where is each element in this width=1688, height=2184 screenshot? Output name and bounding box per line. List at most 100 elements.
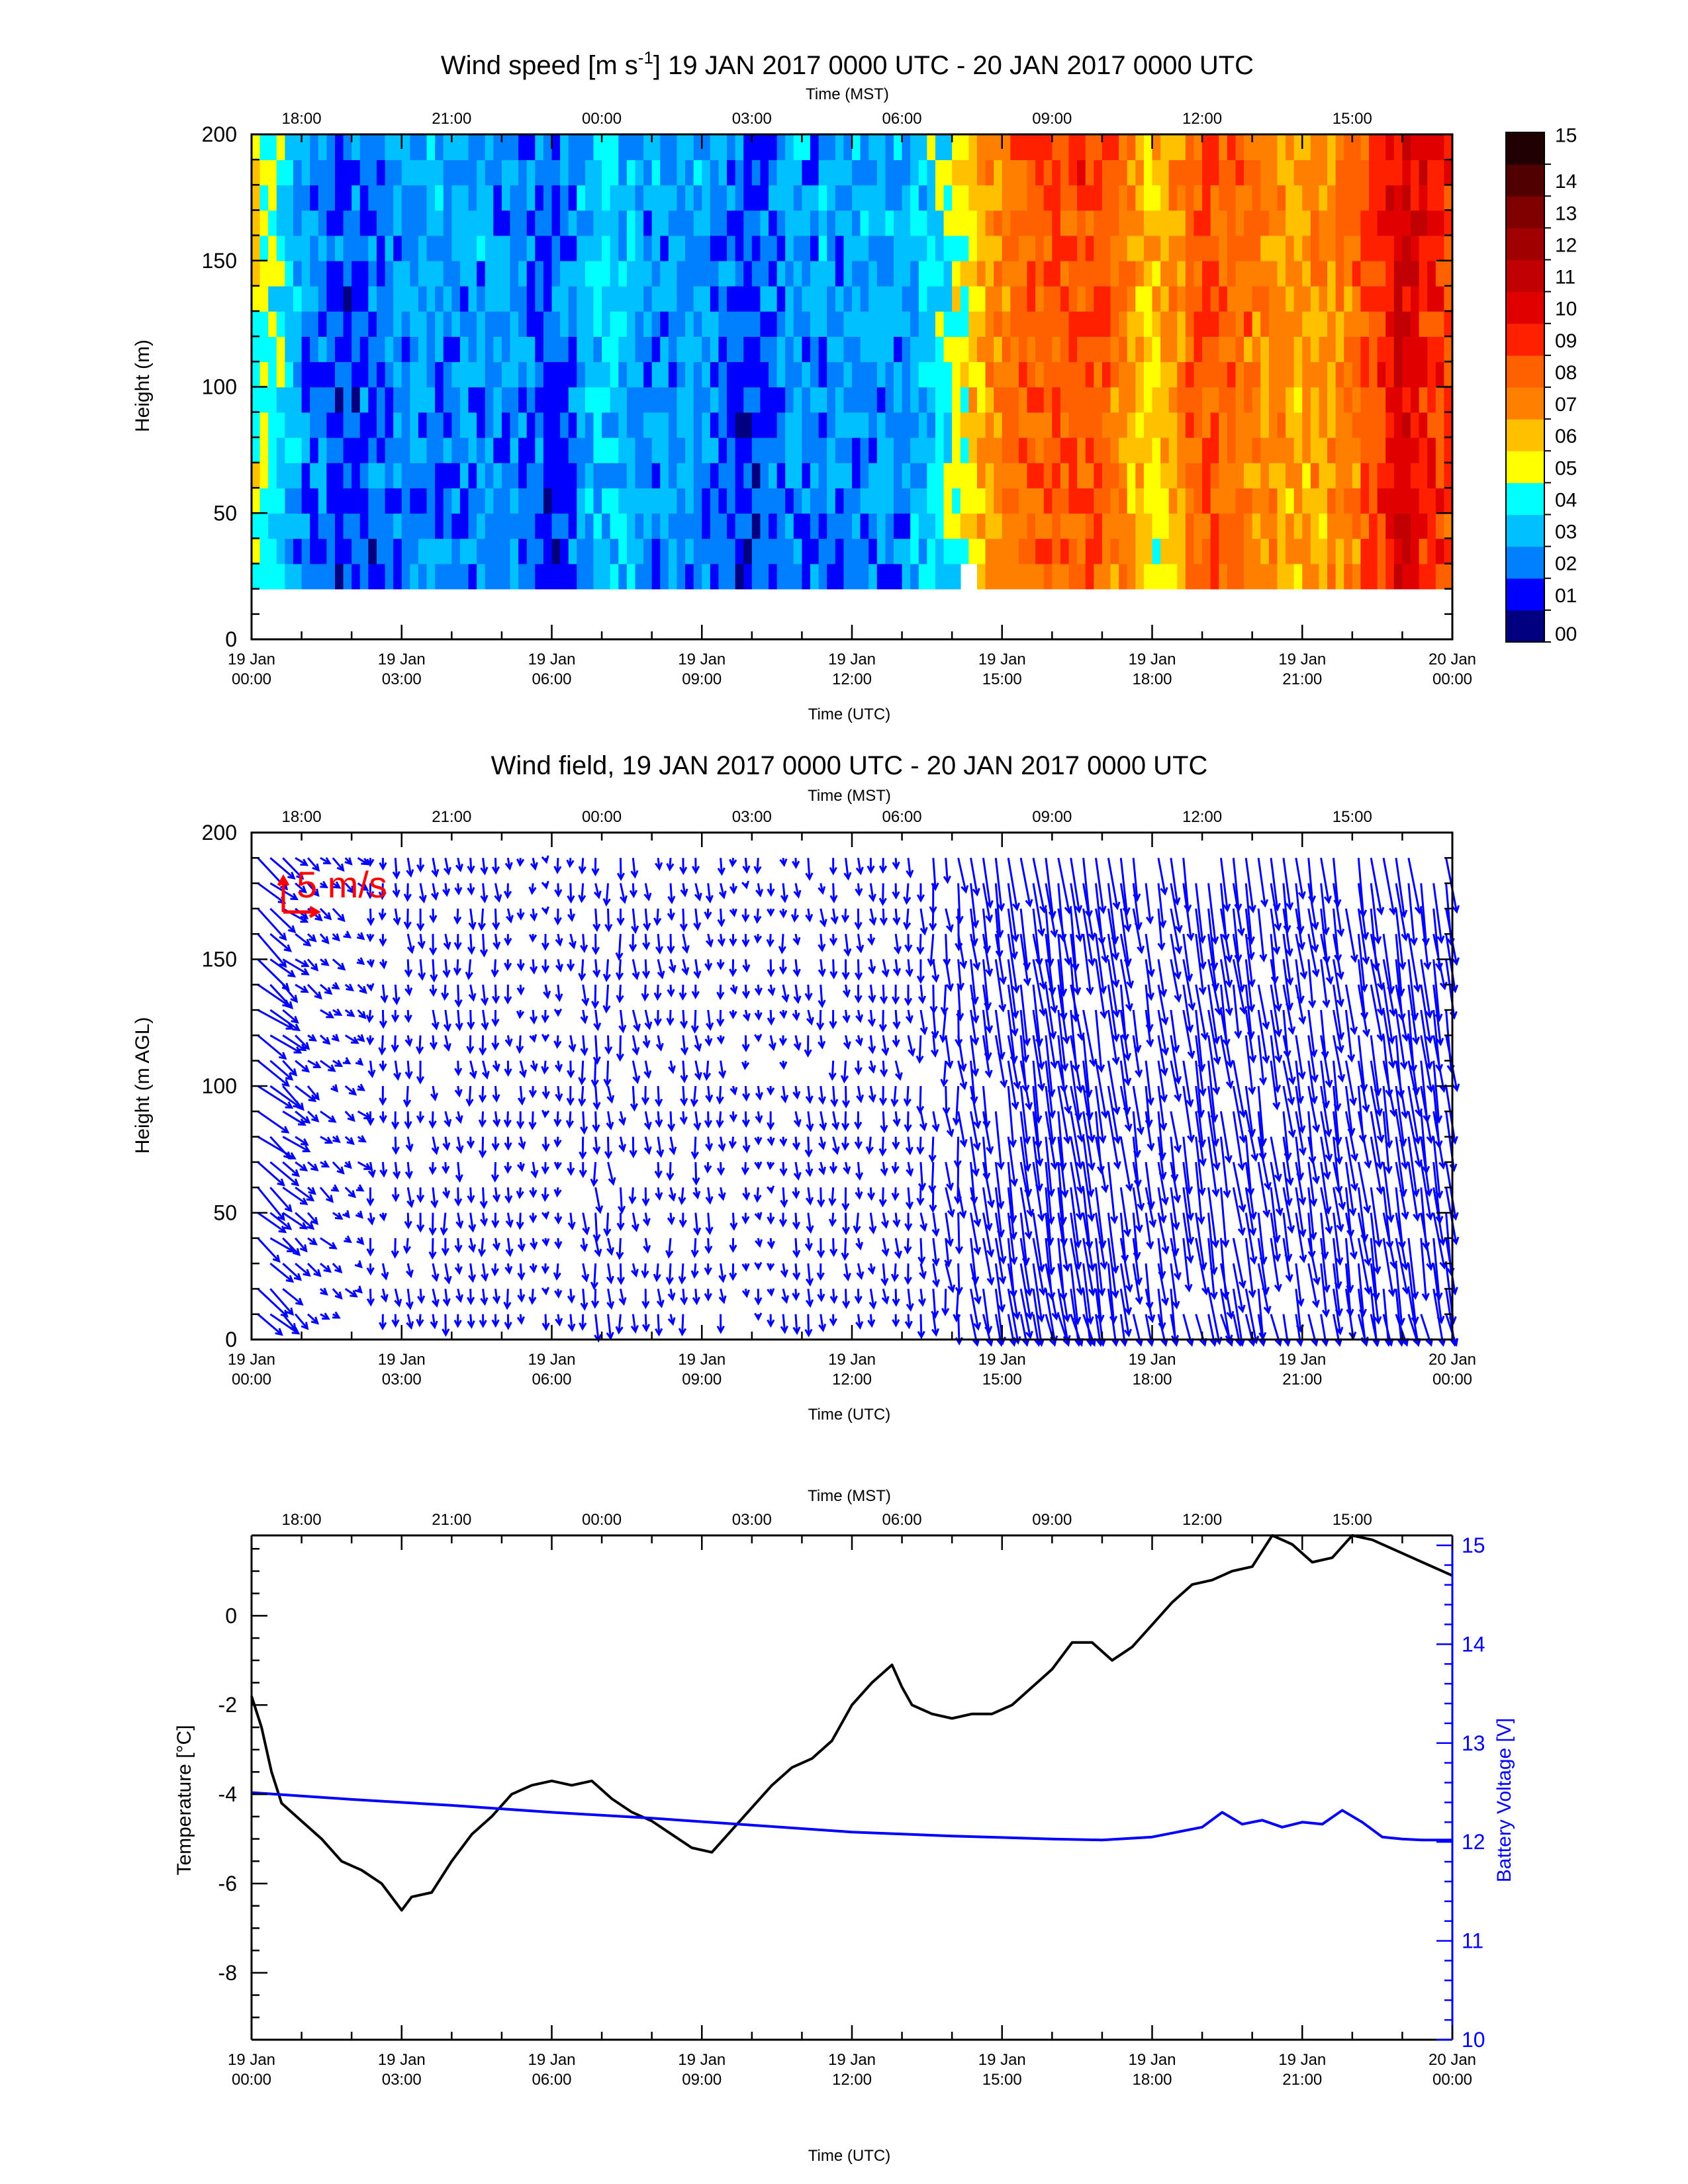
wind-arrow-shaft <box>482 1009 487 1029</box>
wind-arrow-head <box>366 934 375 942</box>
heat-cell <box>1360 563 1370 590</box>
heat-cell <box>910 361 919 388</box>
wind-arrow-head <box>729 1087 738 1096</box>
wind-arrow <box>729 908 737 917</box>
heat-cell <box>802 387 811 413</box>
heat-cell <box>876 387 886 413</box>
wind-arrow-shaft <box>344 1288 357 1298</box>
heat-cell <box>1369 361 1378 388</box>
heat-cell <box>535 185 544 211</box>
wind-arrow-head <box>366 959 375 968</box>
heat-cell <box>1352 285 1362 312</box>
heat-cell <box>1068 412 1078 438</box>
wind-arrow-shaft <box>295 933 310 946</box>
wind-arrow <box>754 1161 763 1170</box>
wind-arrow-shaft <box>257 933 287 968</box>
wind-arrow-head <box>480 1297 489 1306</box>
wind-arrow-shaft <box>693 1263 697 1277</box>
wind-arrow <box>615 1314 624 1335</box>
heat-cell <box>1319 412 1328 438</box>
wind-arrow-shaft <box>720 1263 724 1281</box>
wind-arrow-head <box>517 1294 526 1303</box>
heat-cell <box>685 513 694 539</box>
heat-cell <box>1085 361 1095 388</box>
wind-arrow <box>406 1314 414 1330</box>
heat-cell <box>510 513 519 539</box>
heat-cell <box>1068 134 1078 160</box>
heat-cell <box>359 134 369 160</box>
heat-cell <box>435 437 444 463</box>
wind-arrow <box>553 1111 562 1128</box>
heat-cell <box>1385 210 1395 236</box>
heat-cell <box>1202 412 1211 438</box>
heat-cell <box>643 462 653 488</box>
wind-arrow-head <box>465 972 473 980</box>
wind-arrow <box>416 1212 425 1233</box>
heat-cell <box>1427 412 1436 438</box>
wind-arrow <box>690 1010 699 1034</box>
wind-arrow-head <box>568 1044 577 1053</box>
heat-cell <box>1360 210 1370 236</box>
wind-arrow <box>618 1136 627 1153</box>
heat-cell <box>852 361 861 388</box>
heat-cell <box>493 134 502 160</box>
heat-cell <box>1260 185 1270 211</box>
wind-arrow <box>666 1010 675 1026</box>
wind-arrow-shaft <box>619 883 626 903</box>
wind-arrow <box>517 1085 526 1106</box>
heat-cell <box>835 412 845 438</box>
wind-arrow <box>282 1186 308 1205</box>
wind-arrow <box>603 1212 612 1237</box>
wind-arrow-shaft <box>681 984 684 999</box>
wind-arrow <box>406 858 414 878</box>
heat-cell <box>610 311 620 337</box>
heat-cell <box>293 185 303 211</box>
heat-cell <box>1110 185 1119 211</box>
heat-cell <box>918 285 928 312</box>
wind-arrow <box>282 1212 308 1230</box>
colorbar-label: 11 <box>1555 267 1575 289</box>
wind-arrow-shaft <box>644 959 647 978</box>
wind-arrow-head <box>580 1126 588 1135</box>
wind-arrow <box>679 908 688 933</box>
wind-arrow-head <box>553 866 562 874</box>
heat-cell <box>1277 210 1286 236</box>
wind-arrow <box>553 1008 563 1017</box>
heat-cell <box>451 563 461 590</box>
heat-cell <box>577 513 586 539</box>
heat-cell <box>1427 260 1436 287</box>
wind-arrow-head <box>366 1298 375 1307</box>
heat-cell <box>643 437 653 463</box>
heat-cell <box>518 336 528 363</box>
heat-cell <box>435 361 444 388</box>
heat-cell <box>1310 361 1320 388</box>
wind-arrow <box>742 959 751 973</box>
wind-arrow-head <box>632 1046 640 1056</box>
wind-arrow-head <box>367 1169 376 1179</box>
wind-arrow <box>618 1111 627 1126</box>
heat-cell <box>543 285 553 312</box>
heat-cell <box>1393 336 1403 363</box>
heat-cell <box>276 210 286 236</box>
wind-arrow-head <box>690 1250 699 1258</box>
heat-cell <box>660 361 669 388</box>
heat-cell <box>785 159 794 186</box>
wind-arrow-head <box>655 1099 663 1107</box>
wind-arrow <box>269 1009 301 1032</box>
heat-cell <box>835 387 845 413</box>
heat-cell <box>318 260 328 287</box>
heat-cell <box>935 235 945 261</box>
heat-cell <box>1002 260 1011 287</box>
wind-arrow-shaft <box>744 1111 747 1126</box>
wind-arrow-head <box>604 1046 613 1055</box>
wind-arrow-head <box>363 1163 373 1170</box>
heat-cell <box>1393 387 1403 413</box>
heat-cell <box>285 437 294 463</box>
wind-arrow <box>754 1033 763 1042</box>
heat-cell <box>1260 235 1270 261</box>
heat-cell <box>276 185 286 211</box>
heat-cell <box>760 235 769 261</box>
wind-arrow <box>692 1161 700 1186</box>
wind-arrow <box>729 1111 737 1123</box>
heat-cell <box>510 336 519 363</box>
